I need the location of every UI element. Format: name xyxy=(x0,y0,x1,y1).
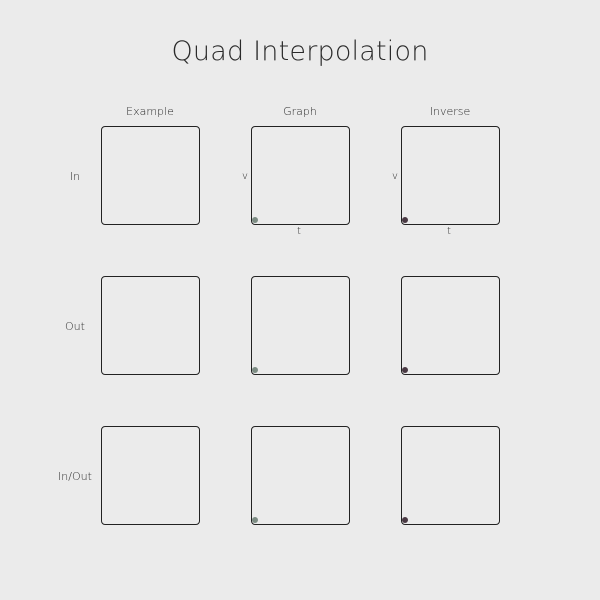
column-header-inverse: Inverse xyxy=(429,105,471,118)
page-title: Quad Interpolation xyxy=(171,36,429,67)
graph-panel-in-out xyxy=(251,426,350,525)
dot-icon xyxy=(252,367,258,373)
example-panel-out xyxy=(101,276,200,375)
dot-icon xyxy=(402,367,408,373)
inverse-panel-in xyxy=(401,126,500,225)
inverse-panel-in-out xyxy=(401,426,500,525)
column-header-example: Example xyxy=(126,105,174,118)
dot-icon xyxy=(252,517,258,523)
example-panel-in-out xyxy=(101,426,200,525)
inverse-panel-out xyxy=(401,276,500,375)
graph-panel-out xyxy=(251,276,350,375)
dot-icon xyxy=(252,217,258,223)
row-label-out: Out xyxy=(65,320,85,333)
example-panel-in xyxy=(101,126,200,225)
inverse-axis-t-label-in: t xyxy=(447,226,451,237)
column-header-graph: Graph xyxy=(283,105,317,118)
dot-icon xyxy=(402,517,408,523)
graph-axis-t-label-in: t xyxy=(297,226,301,237)
graph-panel-in xyxy=(251,126,350,225)
inverse-axis-v-label-in: v xyxy=(392,171,398,182)
dot-icon xyxy=(402,217,408,223)
graph-axis-v-label-in: v xyxy=(242,171,248,182)
row-label-in-out: In/Out xyxy=(58,470,92,483)
row-label-in: In xyxy=(69,170,81,183)
